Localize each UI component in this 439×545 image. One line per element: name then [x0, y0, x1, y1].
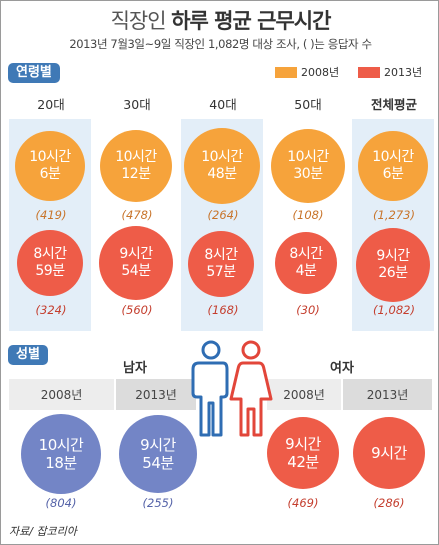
age-2008-circle-40s: 10시간 48분 [184, 128, 260, 204]
age-2013-circle-30s: 9시간 54분 [99, 226, 173, 300]
age-column-header: 30대 [123, 97, 151, 112]
age-column-header: 50대 [294, 97, 322, 112]
age-2008-circle-30s: 10시간 12분 [100, 130, 172, 202]
age-2008-circle-average: 10시간 6분 [358, 131, 428, 201]
circle-minutes: 57분 [206, 264, 236, 280]
female-label: 여자 [330, 361, 354, 376]
male-2008-circle: 10시간 18분 [21, 414, 101, 494]
age-2013-count: (30) [296, 303, 320, 317]
age-section-tag: 연령별 [8, 63, 60, 83]
circle-hours: 8시간 [289, 246, 323, 263]
age-2013-circle-40s: 8시간 57분 [188, 231, 254, 297]
title-bold: 하루 평균 근무시간 [171, 9, 331, 33]
circle-hours: 10시간 [38, 436, 84, 454]
age-2013-circle-20s: 8시간 59분 [17, 230, 83, 296]
age-column-header: 40대 [209, 97, 237, 112]
age-2008-count: (478) [121, 208, 153, 222]
circle-minutes: 4분 [295, 263, 317, 279]
male-year-2008: 2008년 [9, 379, 114, 410]
legend-2008: 2008년 [275, 64, 339, 80]
age-2008-count: (264) [207, 208, 239, 222]
age-2013-count: (168) [207, 303, 239, 317]
female-2008-circle: 9시간 42분 [267, 417, 339, 489]
circle-minutes: 59분 [35, 263, 65, 279]
male-2013-circle: 9시간 54분 [119, 415, 197, 493]
age-2013-count: (1,082) [373, 303, 415, 317]
age-2013-count: (324) [35, 303, 67, 317]
female-2008-count: (469) [287, 496, 319, 510]
circle-hours: 10시간 [115, 149, 157, 166]
age-2013-count: (560) [121, 303, 153, 317]
circle-minutes: 18분 [45, 454, 77, 472]
male-2008-count: (804) [45, 496, 77, 510]
circle-hours: 10시간 [29, 149, 71, 166]
age-column-header: 20대 [37, 97, 65, 112]
circle-minutes: 48분 [207, 166, 237, 182]
age-2008-count: (419) [35, 208, 67, 222]
age-2008-count: (108) [292, 208, 324, 222]
female-2013-circle: 9시간 [353, 417, 425, 489]
female-year-2013: 2013년 [343, 379, 432, 410]
circle-hours: 10시간 [201, 149, 243, 166]
circle-minutes: 26분 [378, 265, 408, 281]
age-2008-count: (1,273) [373, 208, 415, 222]
legend-swatch-2008 [275, 66, 297, 78]
circle-hours: 10시간 [372, 149, 414, 166]
female-year-2008: 2008년 [267, 379, 341, 410]
legend-2013: 2013년 [358, 64, 422, 80]
male-year-2013: 2013년 [116, 379, 196, 410]
circle-minutes: 54분 [142, 454, 174, 472]
circle-hours: 9시간 [285, 435, 321, 453]
legend-label-2013: 2013년 [384, 66, 423, 79]
circle-hours: 9시간 [376, 248, 410, 265]
source-credit: 자료/ 잡코리아 [9, 525, 77, 538]
circle-minutes: 30분 [293, 166, 323, 182]
age-2013-circle-average: 9시간 26분 [356, 228, 430, 302]
circle-minutes: 6분 [382, 166, 404, 182]
gender-section-tag: 성별 [8, 345, 48, 365]
age-column-header-average: 전체평균 [370, 97, 417, 112]
age-2013-circle-50s: 8시간 4분 [275, 232, 337, 294]
age-2008-circle-20s: 10시간 6분 [15, 131, 85, 201]
page-title: 직장인 하루 평균 근무시간 [1, 5, 438, 35]
circle-minutes: 42분 [287, 453, 319, 471]
circle-minutes: 12분 [121, 166, 151, 182]
female-2013-count: (286) [373, 496, 405, 510]
title-thin: 직장인 [110, 9, 167, 33]
circle-hours: 8시간 [33, 246, 67, 263]
circle-hours: 8시간 [204, 247, 238, 264]
legend-swatch-2013 [358, 66, 380, 78]
legend-label-2008: 2008년 [301, 66, 340, 79]
circle-hours: 9시간 [119, 246, 153, 263]
male-figure-icon [191, 340, 229, 437]
female-figure-icon [229, 340, 273, 437]
circle-hours: 10시간 [287, 149, 329, 166]
circle-hours: 9시간 [371, 444, 407, 462]
age-2008-circle-50s: 10시간 30분 [271, 129, 345, 203]
male-label: 남자 [123, 361, 147, 376]
circle-minutes: 54분 [121, 263, 151, 279]
male-female-figure-icon [191, 340, 273, 437]
circle-hours: 9시간 [140, 436, 176, 454]
circle-minutes: 6분 [39, 166, 61, 182]
male-2013-count: (255) [142, 496, 174, 510]
page-subtitle: 2013년 7월3일~9일 직장인 1,082명 대상 조사, ( )는 응답자… [69, 37, 372, 51]
